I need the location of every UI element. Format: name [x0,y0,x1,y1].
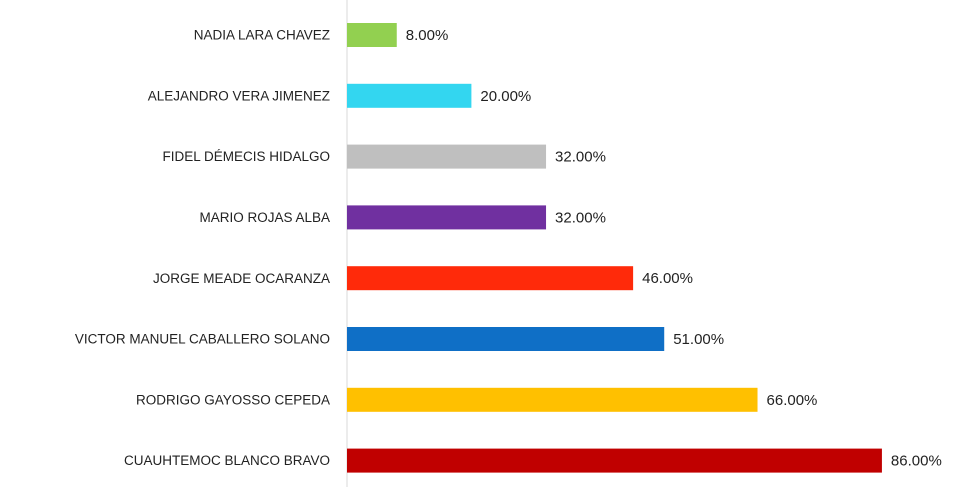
category-label: JORGE MEADE OCARANZA [153,271,330,286]
bar [347,327,665,351]
data-label: 46.00% [642,270,693,287]
category-label: FIDEL DÉMECIS HIDALGO [162,149,330,164]
data-label: 8.00% [406,27,449,44]
category-label: RODRIGO GAYOSSO CEPEDA [136,392,330,407]
bar [347,144,547,169]
category-label: NADIA LARA CHAVEZ [194,28,330,43]
category-label: CUAUHTEMOC BLANCO BRAVO [124,453,330,468]
bar [347,387,758,412]
data-label: 32.00% [555,149,606,166]
bar [347,205,547,230]
bar [347,23,397,47]
bar [347,83,472,108]
category-label: ALEJANDRO VERA JIMENEZ [148,88,330,103]
data-label: 66.00% [767,392,818,409]
data-label: 32.00% [555,209,606,226]
data-label: 20.00% [480,88,531,105]
category-label: MARIO ROJAS ALBA [199,210,330,225]
data-label: 86.00% [891,453,942,470]
bar [347,266,634,291]
category-label: VICTOR MANUEL CABALLERO SOLANO [75,332,330,347]
data-label: 51.00% [673,331,724,348]
bar [347,448,882,473]
